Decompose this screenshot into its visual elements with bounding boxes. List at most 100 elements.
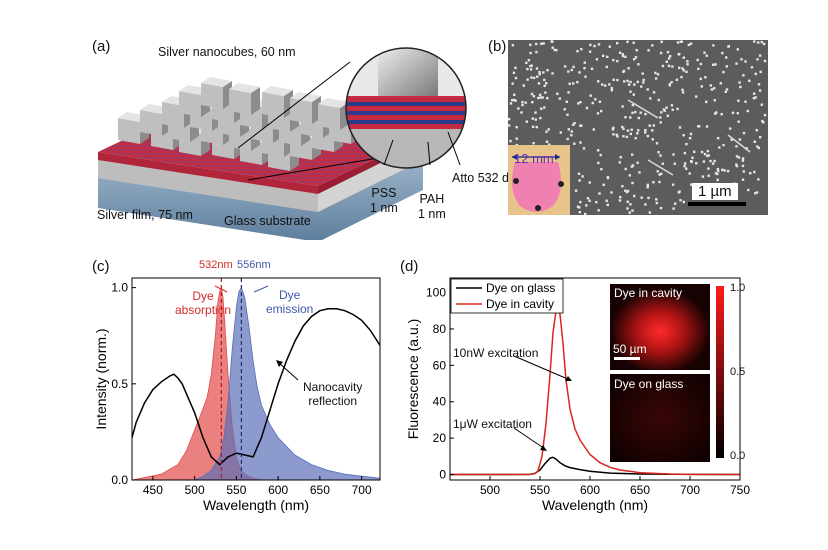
sem-particle <box>543 78 546 82</box>
sem-particle <box>596 112 600 115</box>
sem-particle <box>532 142 535 145</box>
sem-particle <box>651 44 654 47</box>
sem-particle <box>634 137 637 140</box>
plot-frame <box>449 277 741 481</box>
sem-particle <box>619 156 622 159</box>
sem-particle <box>713 159 716 163</box>
sem-particle <box>542 71 545 74</box>
sem-particle <box>671 65 674 68</box>
fluorescence-insets <box>610 284 724 462</box>
sem-particle <box>567 128 570 131</box>
sem-particle <box>676 41 680 44</box>
inset-scale-label: 12 mm <box>514 151 554 166</box>
legend-label-0: Dye on glass <box>486 281 555 295</box>
sem-particle <box>735 145 738 148</box>
sem-particle <box>626 129 630 132</box>
sem-particle <box>646 88 649 91</box>
sem-particle <box>632 41 635 44</box>
sem-particle <box>672 207 675 210</box>
sem-particle <box>644 112 647 116</box>
sem-particle <box>690 183 693 186</box>
label-glass-substrate: Glass substrate <box>224 214 311 228</box>
sem-particle <box>602 183 605 186</box>
sem-particle <box>598 100 602 103</box>
sem-particle <box>760 103 763 106</box>
x-tick-label: 600 <box>580 483 600 497</box>
sem-particle <box>566 137 569 141</box>
panel-label-b: (b) <box>488 38 507 55</box>
sem-particle <box>558 97 561 100</box>
sem-particle <box>654 77 658 80</box>
sem-particle <box>672 153 675 156</box>
sem-particle <box>655 198 658 201</box>
sem-particle <box>597 161 600 165</box>
sem-particle <box>671 183 675 186</box>
sem-particle <box>622 135 625 138</box>
sem-particle <box>682 200 685 204</box>
sem-particle <box>534 111 537 114</box>
sem-particle <box>705 54 708 57</box>
legend: Dye on glass Dye in cavity <box>450 278 564 314</box>
sem-particle <box>660 172 663 175</box>
sem-particle <box>537 96 540 100</box>
sem-particle <box>724 90 727 93</box>
sem-particle <box>730 138 733 141</box>
sem-particle <box>742 131 746 135</box>
annotation-10nw: 10nW excitation <box>453 346 539 360</box>
sem-particle <box>716 137 720 140</box>
sem-particle <box>679 199 682 202</box>
sem-particle <box>678 126 682 129</box>
sem-particle <box>702 160 706 163</box>
sem-particle <box>655 201 658 205</box>
sem-particle <box>625 135 629 139</box>
sem-particle <box>624 55 627 58</box>
sem-particle <box>681 67 684 70</box>
sem-particle <box>703 152 707 156</box>
series-line-1 <box>450 305 741 476</box>
sem-particle <box>661 162 664 165</box>
sem-particle <box>631 103 635 107</box>
sem-particle <box>567 91 570 94</box>
sem-particle <box>726 169 730 173</box>
sem-particle <box>651 129 654 132</box>
sem-particle <box>627 83 631 86</box>
sem-particle <box>610 191 613 194</box>
sem-particle <box>595 58 599 61</box>
sem-particle <box>709 84 712 87</box>
sem-particle <box>754 192 757 195</box>
sem-particle <box>707 154 710 157</box>
sem-particle <box>529 68 533 71</box>
sem-particle <box>689 42 693 45</box>
sem-particle <box>579 141 582 144</box>
label-atto-dye: Atto 532 dye <box>452 171 523 185</box>
inset-sample-photo <box>508 145 570 215</box>
sem-particle <box>540 107 543 110</box>
sem-particle <box>526 67 529 71</box>
sem-particle <box>522 84 525 87</box>
sem-particle <box>657 151 660 154</box>
sem-particle <box>629 80 632 84</box>
sem-particle <box>540 42 543 45</box>
sem-particle <box>521 100 524 104</box>
sem-particle <box>618 51 622 54</box>
sem-particle <box>604 84 607 87</box>
sem-particle <box>538 71 541 74</box>
colorbar <box>716 286 724 458</box>
sem-particle <box>668 84 671 87</box>
sem-particle <box>736 48 739 51</box>
sem-particle <box>593 44 596 48</box>
sem-particle <box>706 154 709 158</box>
sem-particle <box>757 146 761 150</box>
sem-particle <box>659 51 663 55</box>
sem-particle <box>755 191 759 194</box>
panel-label-a: (a) <box>92 38 111 55</box>
sem-particle <box>680 75 683 79</box>
sem-particle <box>697 67 700 71</box>
sem-particle <box>597 43 601 46</box>
sem-particle <box>729 127 732 130</box>
sem-particle <box>551 72 554 75</box>
colorbar-tick-05: 0.5 <box>730 366 746 378</box>
sem-particle <box>559 131 562 134</box>
sem-particle <box>579 200 582 204</box>
arrow-10nw <box>513 355 571 381</box>
